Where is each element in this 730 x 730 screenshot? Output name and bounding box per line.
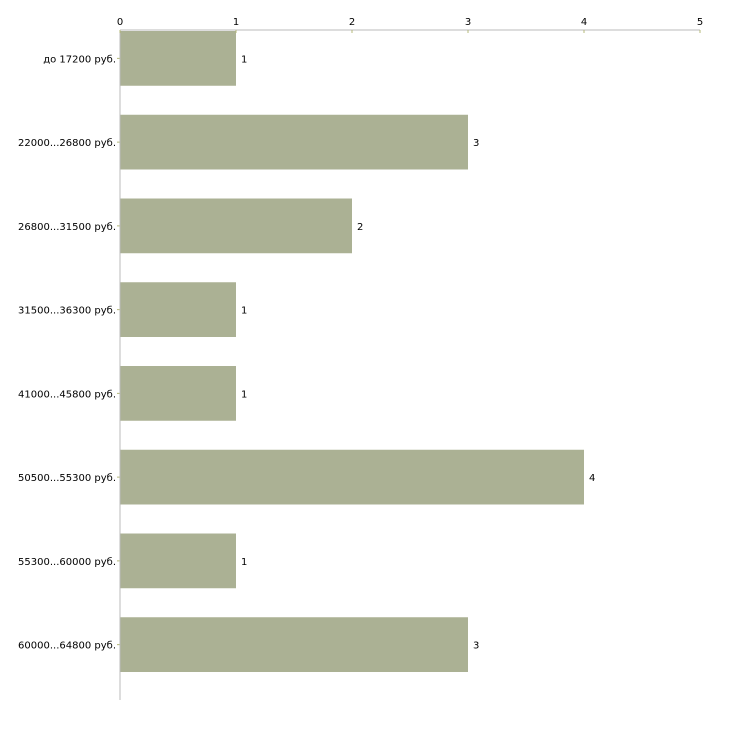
data-label: 1: [241, 306, 247, 317]
y-tick-label: 41000...45800 руб.: [18, 389, 116, 400]
y-tick-label: до 17200 руб.: [43, 54, 116, 65]
bar: [120, 198, 352, 254]
bar: [120, 617, 468, 672]
y-tick-label: 22000...26800 руб.: [18, 138, 116, 149]
data-label: 4: [589, 473, 595, 484]
bar: [120, 449, 584, 505]
bar: [120, 282, 236, 337]
data-label: 3: [473, 138, 479, 149]
bar: [120, 533, 236, 589]
y-tick-label: 50500...55300 руб.: [18, 473, 116, 484]
bar: [120, 366, 236, 421]
data-label: 1: [241, 54, 247, 65]
x-tick-label: 4: [581, 17, 587, 28]
y-tick-label: 26800...31500 руб.: [18, 222, 116, 233]
data-label: 3: [473, 641, 479, 652]
y-tick-label: 55300...60000 руб.: [18, 557, 116, 568]
data-label: 1: [241, 557, 247, 568]
x-tick-label: 1: [233, 17, 239, 28]
bar: [120, 31, 236, 86]
data-label: 2: [357, 222, 363, 233]
y-tick-label: 31500...36300 руб.: [18, 306, 116, 317]
x-tick-label: 2: [349, 17, 355, 28]
x-tick-label: 5: [697, 17, 703, 28]
y-tick-label: 60000...64800 руб.: [18, 641, 116, 652]
data-label: 1: [241, 389, 247, 400]
x-tick-label: 0: [117, 17, 123, 28]
bar: [120, 114, 468, 170]
x-tick-label: 3: [465, 17, 471, 28]
